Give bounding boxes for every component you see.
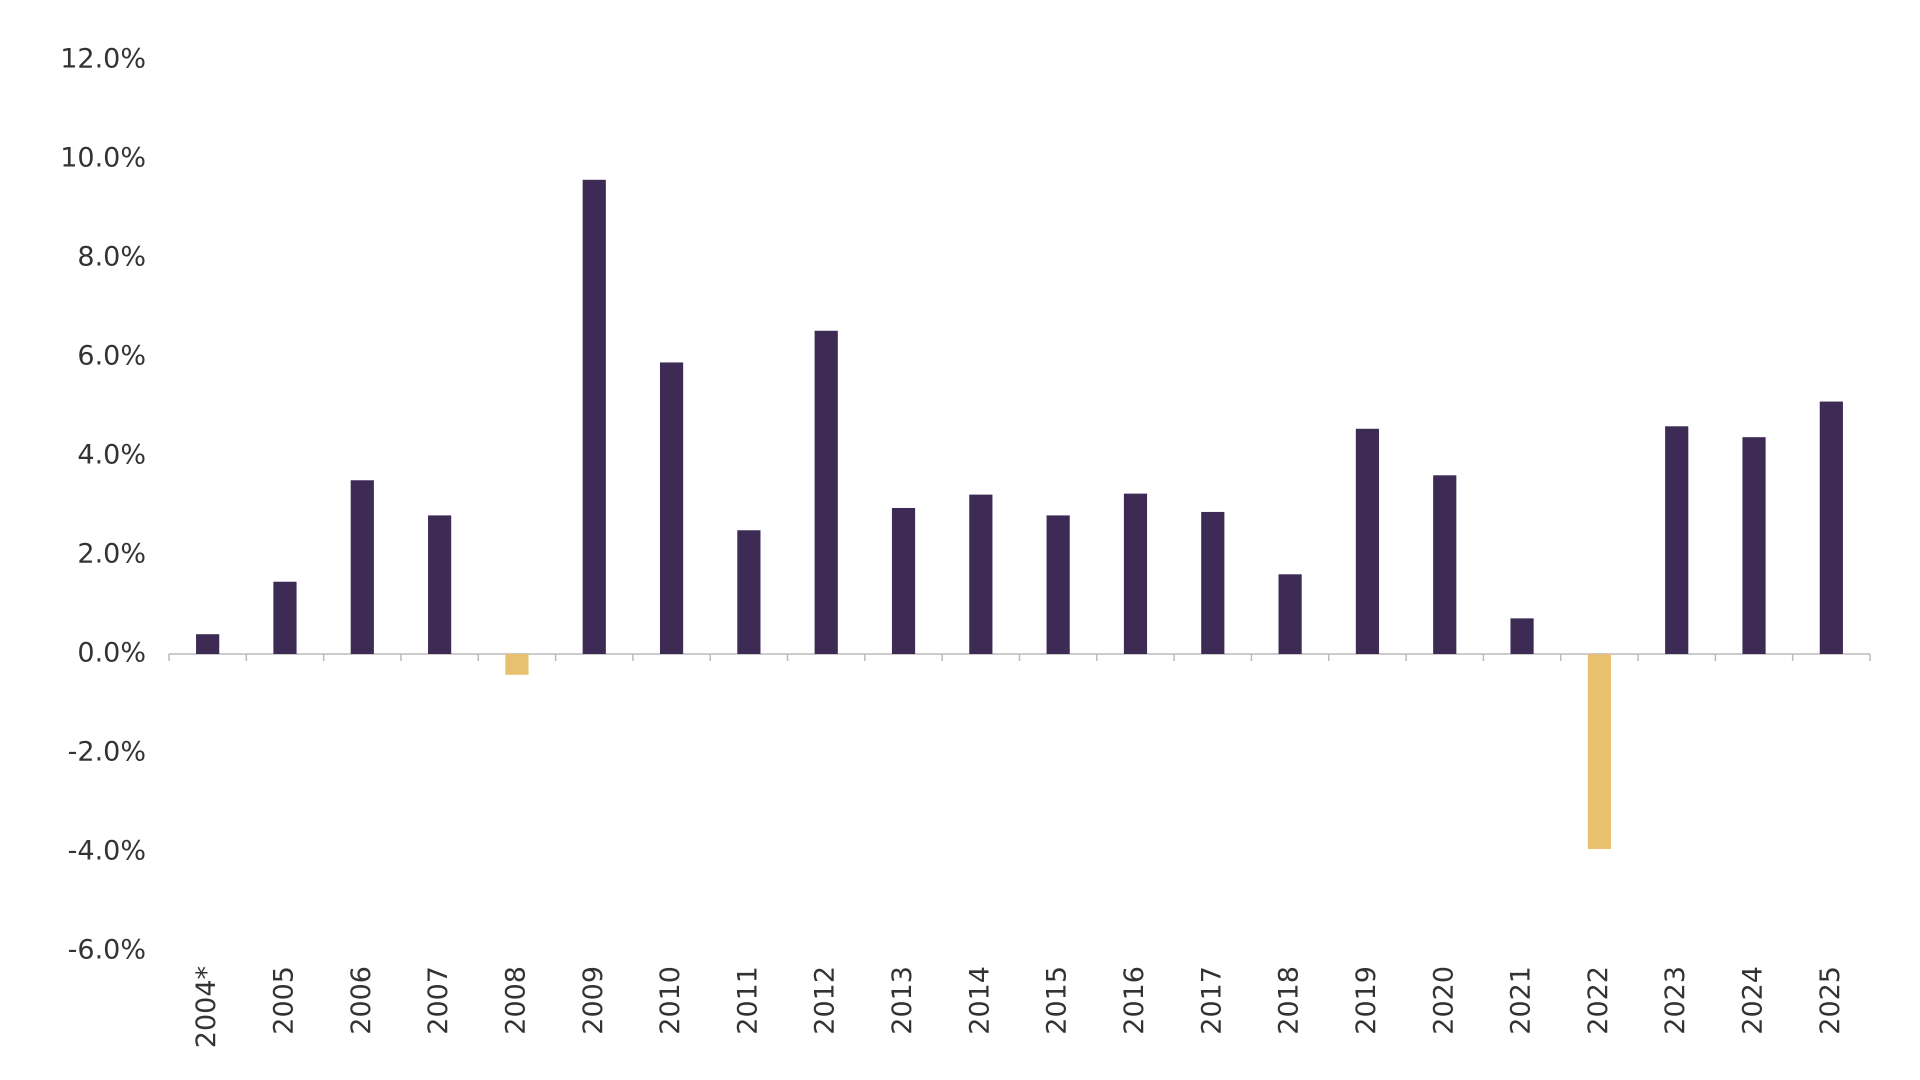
x-tick-label: 2024 <box>1738 966 1769 1035</box>
x-tick-label: 2007 <box>423 966 454 1035</box>
bar <box>1046 515 1070 654</box>
bar <box>505 654 529 675</box>
x-tick-label: 2008 <box>500 966 531 1035</box>
x-tick-label: 2011 <box>732 966 763 1035</box>
bar <box>1742 437 1766 654</box>
x-tick-label: 2014 <box>964 966 995 1035</box>
bar <box>1587 654 1611 850</box>
bar <box>814 330 838 654</box>
bar <box>1201 511 1225 654</box>
bar <box>737 530 761 654</box>
y-tick-label: 4.0% <box>77 440 146 471</box>
x-tick-label: 2009 <box>578 966 609 1035</box>
y-tick-label: 12.0% <box>60 44 146 75</box>
x-tick-label: 2010 <box>655 966 686 1035</box>
bar <box>969 494 993 654</box>
bar <box>1123 493 1148 654</box>
bar <box>273 581 297 654</box>
x-tick-label: 2005 <box>268 966 299 1035</box>
bar <box>1433 475 1457 654</box>
x-tick-label: 2023 <box>1660 966 1691 1035</box>
bar <box>891 507 916 654</box>
x-tick-label: 2015 <box>1042 966 1073 1035</box>
bar <box>659 362 684 654</box>
bar <box>350 480 374 654</box>
bar <box>1665 426 1689 654</box>
x-tick-label: 2025 <box>1815 966 1846 1035</box>
y-tick-label: -2.0% <box>68 737 146 768</box>
x-tick-label: 2016 <box>1119 966 1150 1035</box>
y-tick-label: 6.0% <box>77 341 146 372</box>
x-tick-label: 2012 <box>810 966 841 1035</box>
bar <box>1355 428 1380 654</box>
x-tick-label: 2006 <box>346 966 377 1035</box>
y-tick-label: 0.0% <box>77 638 146 669</box>
bar <box>1278 574 1302 654</box>
y-tick-label: -4.0% <box>68 836 146 867</box>
x-tick-label: 2013 <box>887 966 918 1035</box>
x-tick-label: 2018 <box>1274 966 1305 1035</box>
x-tick-label: 2020 <box>1428 966 1459 1035</box>
x-tick-label: 2004* <box>191 966 222 1048</box>
bar <box>582 179 606 655</box>
x-tick-label: 2017 <box>1196 966 1227 1035</box>
x-tick-label: 2019 <box>1351 966 1382 1035</box>
y-tick-label: 8.0% <box>77 242 146 273</box>
y-tick-label: 10.0% <box>60 143 146 174</box>
bar <box>428 515 452 654</box>
bar <box>196 634 220 654</box>
x-tick-label: 2022 <box>1583 966 1614 1035</box>
y-tick-label: -6.0% <box>68 935 146 966</box>
y-tick-label: 2.0% <box>77 539 146 570</box>
x-tick-label: 2021 <box>1506 966 1537 1035</box>
bar <box>1819 401 1843 654</box>
bar <box>1510 618 1534 654</box>
